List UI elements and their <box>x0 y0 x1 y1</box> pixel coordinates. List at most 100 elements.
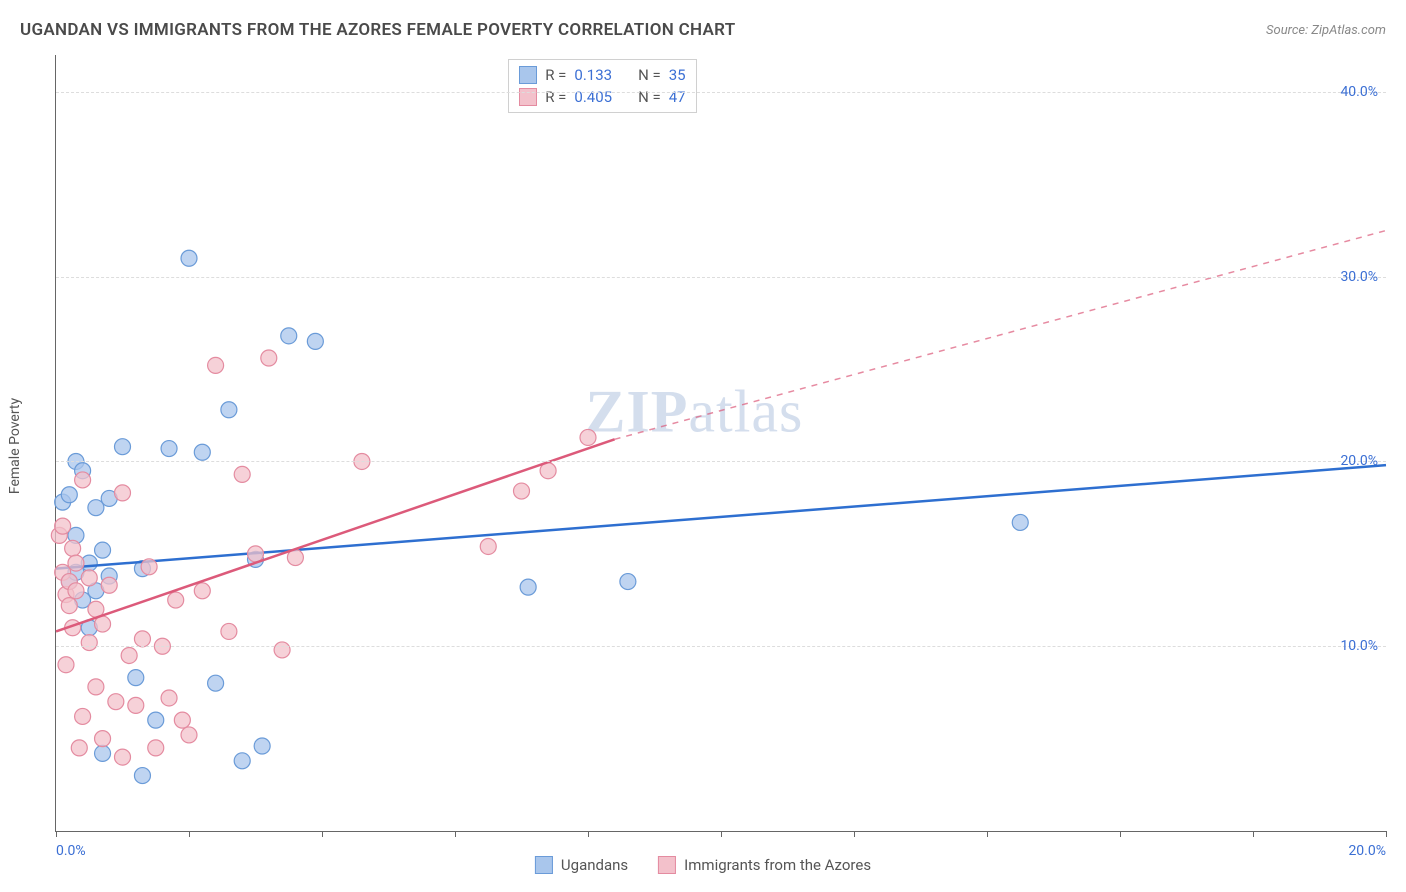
legend-series: Ugandans Immigrants from the Azores <box>535 856 871 874</box>
scatter-point <box>61 598 77 614</box>
scatter-point <box>95 542 111 558</box>
scatter-point <box>234 753 250 769</box>
scatter-point <box>1012 514 1028 530</box>
x-axis-min-label: 0.0% <box>56 843 86 859</box>
scatter-point <box>128 670 144 686</box>
scatter-point <box>81 570 97 586</box>
scatter-point <box>65 540 81 556</box>
scatter-point <box>261 350 277 366</box>
legend-series-label: Ugandans <box>561 856 628 874</box>
x-tick <box>588 831 589 837</box>
scatter-point <box>81 635 97 651</box>
y-tick-label: 10.0% <box>1340 638 1378 654</box>
scatter-point <box>520 579 536 595</box>
y-tick-label: 40.0% <box>1340 84 1378 100</box>
legend-n-value: 35 <box>669 66 686 84</box>
scatter-point <box>71 740 87 756</box>
x-axis-max-label: 20.0% <box>1348 843 1386 859</box>
scatter-point <box>121 647 137 663</box>
scatter-point <box>68 555 84 571</box>
scatter-point <box>128 697 144 713</box>
legend-series-item: Ugandans <box>535 856 628 874</box>
plot-region: ZIPatlas R = 0.133 N = 35 R = 0.405 N = … <box>55 55 1386 832</box>
plot-svg <box>56 55 1386 831</box>
legend-r-label: R = <box>545 88 566 106</box>
scatter-point <box>75 708 91 724</box>
scatter-point <box>148 740 164 756</box>
scatter-point <box>221 623 237 639</box>
scatter-point <box>88 679 104 695</box>
scatter-point <box>181 250 197 266</box>
x-tick <box>455 831 456 837</box>
scatter-point <box>148 712 164 728</box>
legend-swatch <box>519 66 537 84</box>
gridline <box>56 646 1386 647</box>
scatter-point <box>108 694 124 710</box>
scatter-point <box>480 538 496 554</box>
x-tick <box>56 831 57 837</box>
scatter-point <box>58 657 74 673</box>
scatter-point <box>181 727 197 743</box>
scatter-point <box>161 441 177 457</box>
legend-swatch <box>658 856 676 874</box>
scatter-point <box>115 439 131 455</box>
gridline <box>56 277 1386 278</box>
scatter-point <box>115 485 131 501</box>
scatter-point <box>55 518 71 534</box>
gridline <box>56 461 1386 462</box>
chart-title: UGANDAN VS IMMIGRANTS FROM THE AZORES FE… <box>20 20 735 40</box>
source-label: Source: ZipAtlas.com <box>1266 23 1386 38</box>
scatter-point <box>274 642 290 658</box>
scatter-point <box>134 631 150 647</box>
scatter-point <box>95 731 111 747</box>
scatter-point <box>208 357 224 373</box>
scatter-point <box>174 712 190 728</box>
gridline <box>56 92 1386 93</box>
header: UGANDAN VS IMMIGRANTS FROM THE AZORES FE… <box>20 20 1386 40</box>
scatter-point <box>281 328 297 344</box>
trend-line-dashed <box>615 231 1386 440</box>
scatter-point <box>75 472 91 488</box>
scatter-point <box>307 333 323 349</box>
x-tick <box>721 831 722 837</box>
legend-correlation-row: R = 0.405 N = 47 <box>519 86 685 108</box>
scatter-point <box>194 444 210 460</box>
legend-series-label: Immigrants from the Azores <box>684 856 871 874</box>
scatter-point <box>620 574 636 590</box>
scatter-point <box>194 583 210 599</box>
trend-line <box>56 439 615 631</box>
x-tick <box>1386 831 1387 837</box>
legend-swatch <box>519 88 537 106</box>
scatter-point <box>134 768 150 784</box>
y-tick-label: 20.0% <box>1340 453 1378 469</box>
x-tick <box>1120 831 1121 837</box>
scatter-point <box>514 483 530 499</box>
scatter-point <box>61 487 77 503</box>
legend-r-value: 0.133 <box>574 66 612 84</box>
legend-r-label: R = <box>545 66 566 84</box>
y-tick-label: 30.0% <box>1340 269 1378 285</box>
legend-n-label: N = <box>638 66 661 84</box>
legend-r-value: 0.405 <box>574 88 612 106</box>
x-tick <box>987 831 988 837</box>
legend-n-label: N = <box>638 88 661 106</box>
scatter-point <box>580 429 596 445</box>
legend-swatch <box>535 856 553 874</box>
scatter-point <box>101 577 117 593</box>
chart-area: ZIPatlas R = 0.133 N = 35 R = 0.405 N = … <box>55 55 1386 832</box>
x-tick <box>854 831 855 837</box>
scatter-point <box>95 745 111 761</box>
legend-n-value: 47 <box>669 88 686 106</box>
scatter-point <box>221 402 237 418</box>
scatter-point <box>68 583 84 599</box>
scatter-point <box>234 466 250 482</box>
scatter-point <box>115 749 131 765</box>
legend-series-item: Immigrants from the Azores <box>658 856 871 874</box>
x-tick <box>189 831 190 837</box>
x-tick <box>1253 831 1254 837</box>
legend-correlation: R = 0.133 N = 35 R = 0.405 N = 47 <box>508 59 696 113</box>
scatter-point <box>208 675 224 691</box>
legend-correlation-row: R = 0.133 N = 35 <box>519 64 685 86</box>
scatter-point <box>168 592 184 608</box>
scatter-point <box>161 690 177 706</box>
